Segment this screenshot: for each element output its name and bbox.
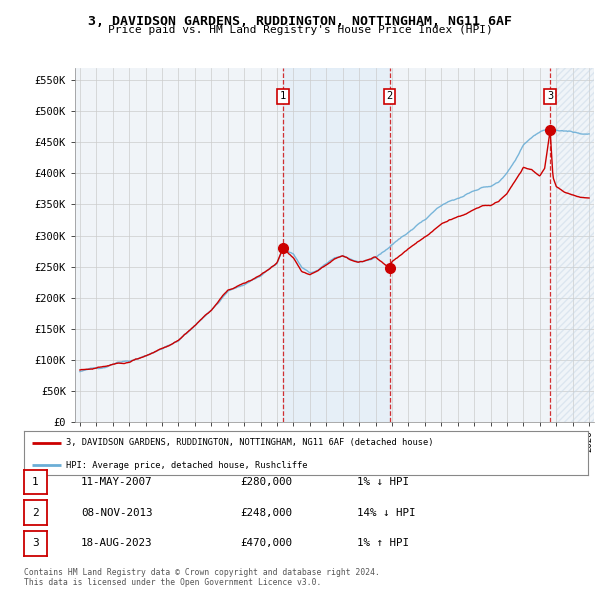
Text: 2: 2: [32, 508, 39, 517]
Bar: [283, 68, 389, 422]
Text: 3, DAVIDSON GARDENS, RUDDINGTON, NOTTINGHAM, NG11 6AF (detached house): 3, DAVIDSON GARDENS, RUDDINGTON, NOTTING…: [66, 438, 434, 447]
Text: 14% ↓ HPI: 14% ↓ HPI: [357, 508, 415, 517]
Text: 3: 3: [547, 91, 553, 101]
Text: 18-AUG-2023: 18-AUG-2023: [81, 539, 152, 548]
Text: 1: 1: [280, 91, 286, 101]
Bar: [556, 68, 594, 422]
Text: Contains HM Land Registry data © Crown copyright and database right 2024.
This d: Contains HM Land Registry data © Crown c…: [24, 568, 380, 587]
Text: £470,000: £470,000: [240, 539, 292, 548]
Text: £280,000: £280,000: [240, 477, 292, 487]
Text: 1% ↓ HPI: 1% ↓ HPI: [357, 477, 409, 487]
Text: HPI: Average price, detached house, Rushcliffe: HPI: Average price, detached house, Rush…: [66, 461, 308, 470]
Bar: [556, 68, 594, 422]
Text: 1: 1: [32, 477, 39, 487]
Bar: [556, 68, 594, 422]
Text: 11-MAY-2007: 11-MAY-2007: [81, 477, 152, 487]
Text: Price paid vs. HM Land Registry's House Price Index (HPI): Price paid vs. HM Land Registry's House …: [107, 25, 493, 35]
Text: 1% ↑ HPI: 1% ↑ HPI: [357, 539, 409, 548]
Text: 08-NOV-2013: 08-NOV-2013: [81, 508, 152, 517]
Text: 2: 2: [386, 91, 392, 101]
Text: 3: 3: [32, 539, 39, 548]
Text: £248,000: £248,000: [240, 508, 292, 517]
Text: 3, DAVIDSON GARDENS, RUDDINGTON, NOTTINGHAM, NG11 6AF: 3, DAVIDSON GARDENS, RUDDINGTON, NOTTING…: [88, 15, 512, 28]
